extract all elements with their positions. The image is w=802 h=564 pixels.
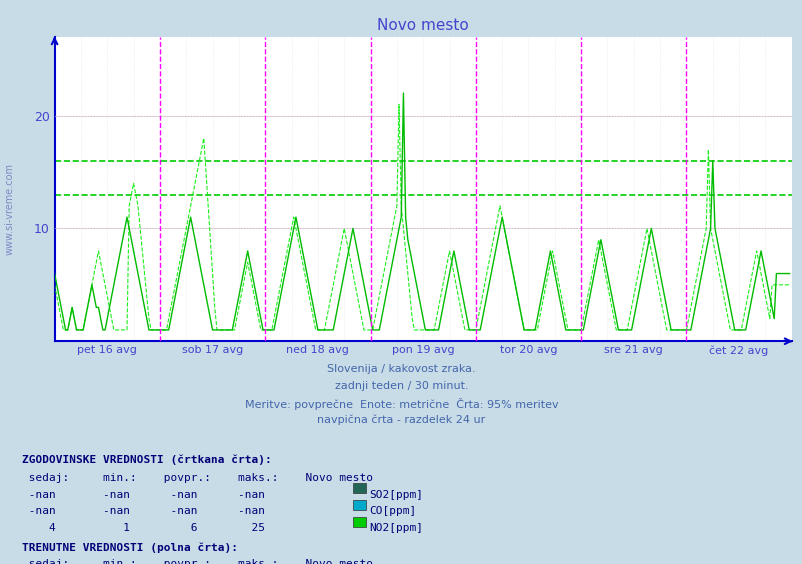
Text: NO2[ppm]: NO2[ppm] xyxy=(369,523,423,534)
Text: TRENUTNE VREDNOSTI (polna črta):: TRENUTNE VREDNOSTI (polna črta): xyxy=(22,543,238,553)
Title: Novo mesto: Novo mesto xyxy=(377,17,468,33)
Text: -nan       -nan      -nan      -nan: -nan -nan -nan -nan xyxy=(22,490,265,500)
Text: sob 17 avg: sob 17 avg xyxy=(182,345,243,355)
Text: sre 21 avg: sre 21 avg xyxy=(604,345,662,355)
Text: sedaj:     min.:    povpr.:    maks.:    Novo mesto: sedaj: min.: povpr.: maks.: Novo mesto xyxy=(22,559,373,564)
Text: ZGODOVINSKE VREDNOSTI (črtkana črta):: ZGODOVINSKE VREDNOSTI (črtkana črta): xyxy=(22,454,272,465)
Text: tor 20 avg: tor 20 avg xyxy=(499,345,557,355)
Text: zadnji teden / 30 minut.: zadnji teden / 30 minut. xyxy=(334,381,468,391)
Text: 4          1         6        25: 4 1 6 25 xyxy=(22,523,265,534)
Text: navpična črta - razdelek 24 ur: navpična črta - razdelek 24 ur xyxy=(317,415,485,425)
Text: sedaj:     min.:    povpr.:    maks.:    Novo mesto: sedaj: min.: povpr.: maks.: Novo mesto xyxy=(22,473,373,483)
Text: www.si-vreme.com: www.si-vreme.com xyxy=(5,162,14,255)
Text: Meritve: povprečne  Enote: metrične  Črta: 95% meritev: Meritve: povprečne Enote: metrične Črta:… xyxy=(245,398,557,409)
Text: čet 22 avg: čet 22 avg xyxy=(709,345,768,356)
Text: CO[ppm]: CO[ppm] xyxy=(369,506,416,517)
Text: pet 16 avg: pet 16 avg xyxy=(77,345,137,355)
Text: SO2[ppm]: SO2[ppm] xyxy=(369,490,423,500)
Text: -nan       -nan      -nan      -nan: -nan -nan -nan -nan xyxy=(22,506,265,517)
Text: ned 18 avg: ned 18 avg xyxy=(286,345,349,355)
Text: pon 19 avg: pon 19 avg xyxy=(391,345,454,355)
Text: Slovenija / kakovost zraka.: Slovenija / kakovost zraka. xyxy=(326,364,476,374)
